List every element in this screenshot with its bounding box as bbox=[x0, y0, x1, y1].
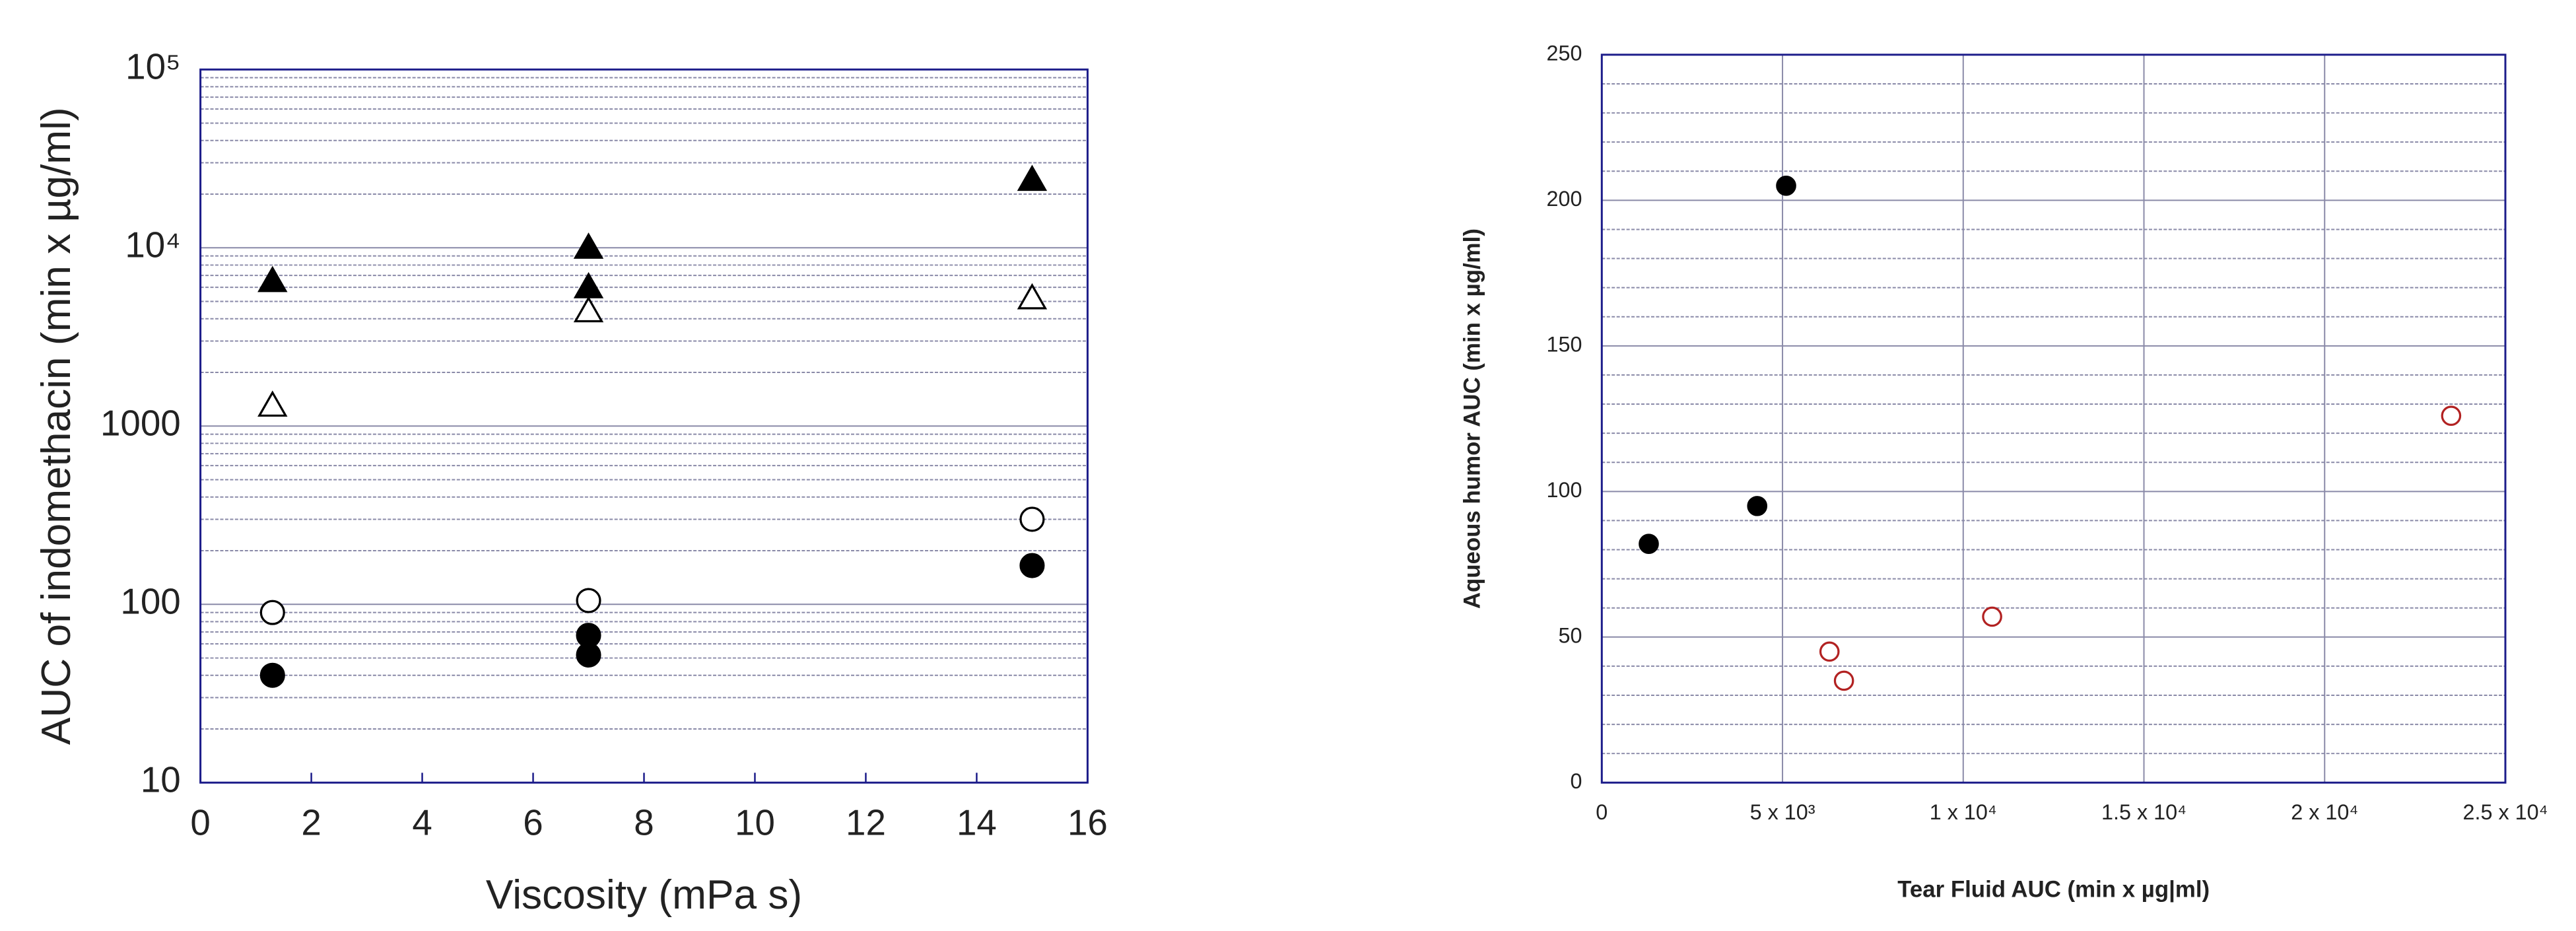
x-tick-label: 10 bbox=[735, 802, 775, 843]
circle-point bbox=[1776, 176, 1796, 196]
y-tick-label: 100 bbox=[1546, 478, 1582, 502]
circle-point bbox=[1819, 641, 1840, 662]
x-tick-label: 6 bbox=[523, 802, 543, 843]
y-tick-label: 1000 bbox=[100, 403, 181, 444]
plot-frame bbox=[1600, 53, 2507, 784]
y-tick-label: 200 bbox=[1546, 187, 1582, 211]
x-tick-label: 2 x 10⁴ bbox=[2291, 800, 2358, 824]
triangle-point bbox=[257, 265, 288, 293]
y-tick-label: 10 bbox=[141, 759, 181, 800]
y-tick-label: 150 bbox=[1546, 332, 1582, 356]
x-tick-label: 1 x 10⁴ bbox=[1930, 800, 1997, 824]
x-tick-label: 1.5 x 10⁴ bbox=[2101, 800, 2186, 824]
x-tick-label: 0 bbox=[1596, 800, 1608, 824]
x-tick-label: 14 bbox=[957, 802, 997, 843]
circle-point bbox=[576, 588, 601, 613]
x-tick-label: 2 bbox=[301, 802, 321, 843]
y-tick-label: 10⁵ bbox=[125, 46, 181, 87]
plot-frame bbox=[199, 68, 1089, 784]
circle-point bbox=[259, 600, 285, 625]
y-axis-label: AUC of indomethacin (min x µg/ml) bbox=[34, 107, 79, 745]
y-tick-label: 10⁴ bbox=[125, 224, 180, 265]
triangle-point bbox=[257, 390, 288, 417]
x-tick-label: 12 bbox=[846, 802, 886, 843]
x-tick-label: 0 bbox=[190, 802, 210, 843]
triangle-point bbox=[1017, 164, 1048, 191]
circle-point bbox=[576, 642, 601, 668]
triangle-point bbox=[573, 296, 604, 323]
x-axis-label: Viscosity (mPa s) bbox=[486, 872, 802, 918]
circle-point bbox=[1019, 553, 1045, 578]
x-tick-label: 2.5 x 10⁴ bbox=[2463, 800, 2548, 824]
triangle-point bbox=[573, 232, 604, 259]
triangle-point bbox=[1017, 283, 1048, 310]
y-tick-label: 100 bbox=[120, 581, 180, 622]
x-tick-label: 16 bbox=[1068, 802, 1108, 843]
x-tick-label: 4 bbox=[412, 802, 432, 843]
y-tick-label: 50 bbox=[1558, 623, 1582, 647]
circle-point bbox=[2441, 405, 2462, 426]
y-axis-label: Aqueous humor AUC (min x µg/ml) bbox=[1459, 228, 1485, 609]
circle-point bbox=[1982, 606, 2002, 627]
x-tick-label: 5 x 10³ bbox=[1750, 800, 1815, 824]
circle-point bbox=[259, 662, 285, 688]
circle-point bbox=[1019, 506, 1045, 532]
circle-point bbox=[1639, 534, 1659, 554]
x-axis-label: Tear Fluid AUC (min x µg|ml) bbox=[1897, 877, 2210, 903]
y-tick-label: 250 bbox=[1546, 41, 1582, 65]
circle-point bbox=[1833, 670, 1854, 691]
y-tick-label: 0 bbox=[1570, 769, 1582, 793]
triangle-point bbox=[573, 272, 604, 298]
x-tick-label: 8 bbox=[634, 802, 654, 843]
circle-point bbox=[1747, 496, 1768, 516]
